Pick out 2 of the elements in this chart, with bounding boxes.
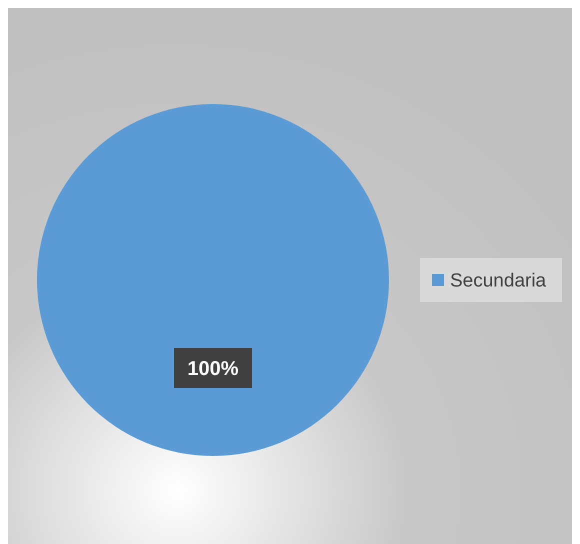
legend-label: Secundaria xyxy=(450,270,547,292)
data-label: 100% xyxy=(187,358,239,380)
